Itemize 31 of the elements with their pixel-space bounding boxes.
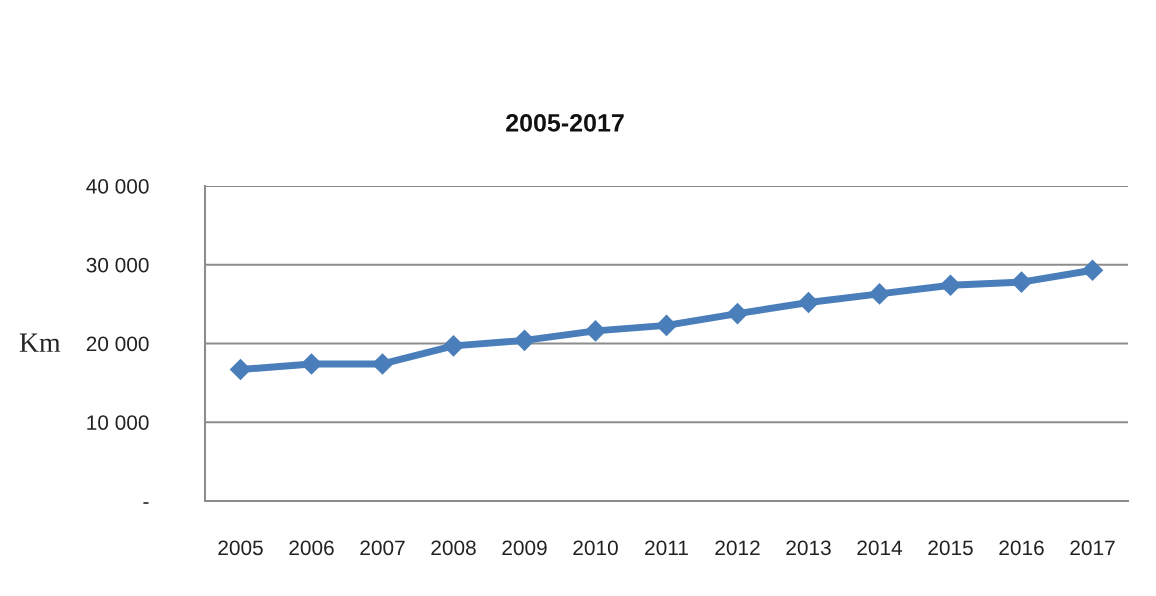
x-tick-label: 2017 bbox=[1070, 540, 1115, 556]
point bbox=[1081, 259, 1104, 282]
point bbox=[442, 335, 465, 357]
point bbox=[229, 358, 252, 381]
y-tick-label: 40 000 bbox=[86, 179, 149, 194]
x-tick-label: 2007 bbox=[360, 540, 405, 556]
x-tick-label: 2014 bbox=[857, 540, 903, 556]
point bbox=[797, 291, 820, 314]
x-tick-label: 2005 bbox=[218, 540, 263, 556]
point bbox=[726, 302, 749, 325]
x-tick-label: 2016 bbox=[999, 540, 1044, 556]
y-axis-title: Km bbox=[19, 333, 61, 352]
x-tick-label: 2015 bbox=[928, 540, 973, 556]
point bbox=[868, 283, 891, 305]
chart-title: 2005-2017 bbox=[506, 114, 624, 132]
y-tick-label: 10 000 bbox=[87, 415, 149, 430]
y-tick-label: 30 000 bbox=[86, 257, 149, 273]
point bbox=[513, 329, 536, 352]
x-tick-label: 2010 bbox=[573, 540, 618, 556]
point bbox=[655, 314, 678, 337]
x-tick-label: 2009 bbox=[502, 540, 547, 556]
x-tick-label: 2011 bbox=[645, 540, 688, 556]
y-tick-label: 20 000 bbox=[86, 336, 149, 352]
y-tick-label: - bbox=[143, 502, 149, 504]
x-tick-label: 2006 bbox=[289, 540, 334, 556]
x-tick-label: 2013 bbox=[786, 540, 831, 556]
x-tick-label: 2012 bbox=[715, 540, 760, 556]
point bbox=[1010, 271, 1033, 293]
point bbox=[939, 274, 962, 297]
point bbox=[584, 320, 607, 342]
x-tick-label: 2008 bbox=[431, 540, 476, 556]
